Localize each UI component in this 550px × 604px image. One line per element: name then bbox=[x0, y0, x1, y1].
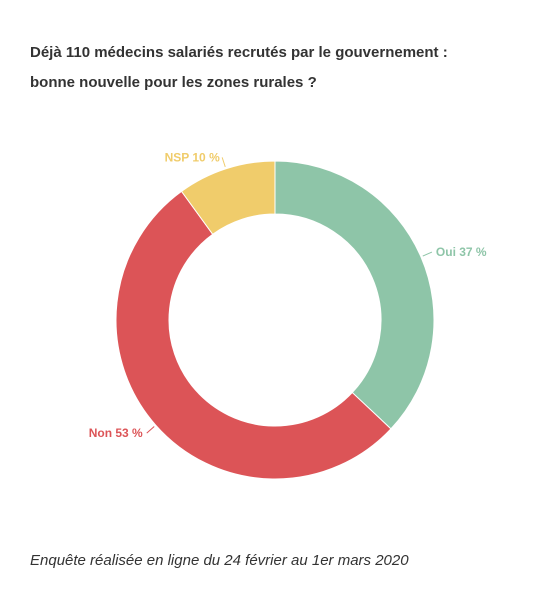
survey-footnote: Enquête réalisée en ligne du 24 février … bbox=[30, 552, 409, 569]
connector-nsp bbox=[221, 157, 226, 168]
chart-title-line-2: bonne nouvelle pour les zones rurales ? bbox=[30, 74, 317, 91]
connector-oui bbox=[422, 251, 433, 257]
slice-oui[interactable] bbox=[274, 160, 435, 430]
label-oui: Oui 37 % bbox=[436, 245, 487, 259]
chart-title: Déjà 110 médecins salariés recrutés par … bbox=[30, 38, 530, 98]
label-non: Non 53 % bbox=[89, 426, 143, 440]
chart-title-line-1: Déjà 110 médecins salariés recrutés par … bbox=[30, 44, 448, 61]
slice-non[interactable] bbox=[115, 190, 392, 480]
slice-nsp[interactable] bbox=[180, 160, 276, 235]
label-nsp: NSP 10 % bbox=[165, 150, 220, 164]
connector-non bbox=[146, 426, 155, 434]
